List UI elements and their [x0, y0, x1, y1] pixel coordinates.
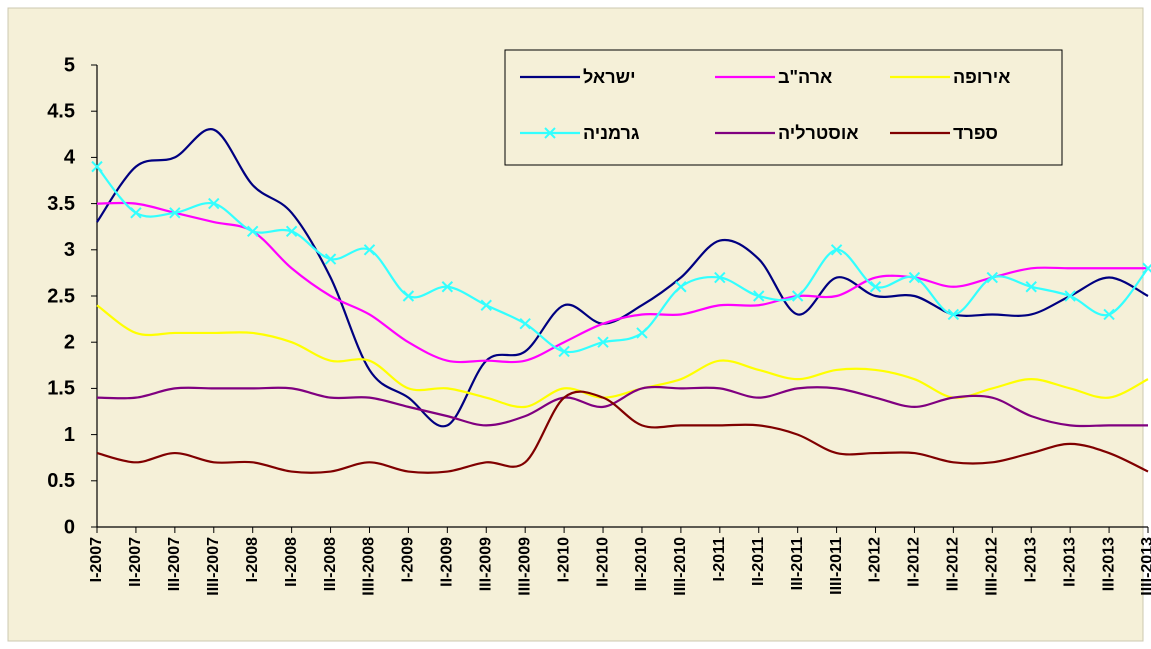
x-tick-label: II-2009: [439, 537, 456, 587]
y-tick-label: 2.5: [47, 285, 75, 307]
marker: [1103, 308, 1115, 321]
x-tick-label: IIII-2011: [828, 537, 845, 595]
legend-label: ארה"ב: [778, 67, 832, 87]
marker: [1064, 290, 1076, 302]
y-tick-label: 3.5: [47, 193, 75, 215]
x-tick-label: I-2012: [867, 537, 884, 582]
y-tick-label: 2: [64, 331, 75, 353]
series: [91, 160, 1151, 358]
x-tick-label: I-2010: [555, 537, 572, 582]
x-tick-label: IIII-2007: [205, 537, 222, 596]
x-tick-label: I-2013: [1022, 537, 1039, 582]
marker: [675, 281, 687, 293]
marker: [714, 271, 726, 284]
x-tick-label: III-2012: [945, 537, 962, 591]
x-tick-label: II-2013: [1061, 537, 1078, 587]
x-tick-label: IIII-2013: [1139, 537, 1151, 596]
x-tick-label: I-2011: [711, 537, 728, 582]
marker: [597, 336, 609, 348]
legend-label: ספרד: [953, 123, 998, 143]
series: [96, 390, 1149, 474]
x-tick-label: IIII-2010: [672, 537, 689, 596]
marker: [947, 308, 960, 321]
marker: [285, 225, 298, 238]
y-tick-label: 1: [64, 424, 75, 446]
legend-label: גרמניה: [583, 123, 640, 143]
marker: [208, 197, 220, 210]
x-tick-label: I-2009: [400, 537, 417, 582]
marker: [908, 271, 921, 284]
x-tick-label: II-2007: [127, 537, 144, 587]
y-tick-label: 3: [64, 239, 75, 261]
x-tick-label: II-2012: [906, 537, 923, 587]
marker: [363, 244, 376, 256]
legend-label: ישראל: [583, 67, 636, 87]
line: [96, 201, 1148, 364]
series: [96, 385, 1148, 428]
legend-label: אירופה: [953, 67, 1010, 87]
x-tick-label: IIII-2012: [984, 537, 1001, 596]
marker: [1025, 281, 1037, 293]
x-tick-label: III-2008: [322, 537, 339, 591]
marker: [441, 281, 454, 293]
y-tick-label: 1.5: [47, 378, 75, 400]
x-tick-label: II-2011: [750, 537, 767, 586]
marker: [519, 318, 531, 330]
series: [96, 304, 1149, 409]
marker: [246, 225, 259, 238]
series: [96, 128, 1149, 428]
y-tick-label: 0: [64, 516, 75, 538]
y-tick-label: 4: [64, 147, 76, 169]
marker: [1142, 262, 1151, 274]
x-tick-label: III-2009: [477, 537, 494, 591]
x-tick-label: II-2008: [283, 537, 300, 587]
marker: [636, 327, 648, 339]
x-tick-label: IIII-2009: [516, 537, 533, 596]
line: [96, 304, 1149, 409]
x-tick-label: I-2008: [244, 537, 261, 582]
legend-label: אוסטרליה: [778, 123, 859, 143]
marker: [91, 160, 103, 173]
x-tick-label: II-2010: [594, 537, 611, 587]
marker: [869, 281, 882, 293]
marker: [558, 345, 570, 358]
marker: [830, 244, 843, 256]
marker: [169, 207, 181, 219]
legend-marker: [544, 127, 556, 139]
y-tick-label: 0.5: [47, 470, 75, 492]
line: [96, 165, 1149, 354]
marker: [402, 290, 415, 302]
x-tick-label: IIII-2008: [361, 537, 378, 596]
marker: [986, 271, 999, 284]
y-tick-label: 5: [64, 54, 75, 76]
y-tick-label: 4.5: [47, 100, 75, 122]
line: [96, 385, 1148, 428]
marker: [753, 290, 765, 302]
line: [96, 128, 1149, 428]
line: [96, 390, 1149, 474]
x-tick-label: III-2007: [166, 537, 183, 591]
marker: [324, 253, 337, 265]
x-tick-label: I-2007: [88, 537, 105, 582]
marker: [480, 299, 492, 311]
x-tick-label: III-2013: [1100, 537, 1117, 591]
marker: [791, 290, 804, 302]
x-tick-label: III-2010: [633, 537, 650, 591]
series: [96, 201, 1148, 364]
x-tick-label: III-2011: [789, 537, 806, 590]
marker: [130, 207, 142, 219]
legend-box: [504, 49, 1063, 166]
